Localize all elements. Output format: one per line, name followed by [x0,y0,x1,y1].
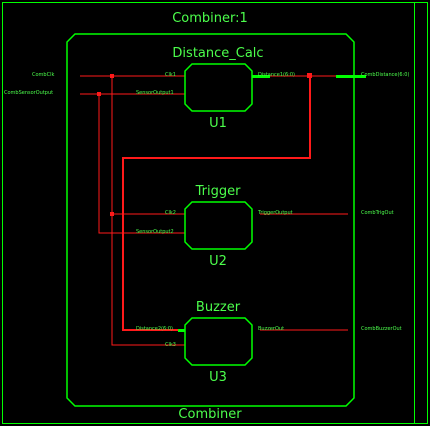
block-u1-pin-out: Distance1(6:0) [258,72,295,78]
block-u2[interactable] [184,201,253,250]
block-u2-pin-sensor: SensorOutput2 [136,229,174,235]
block-u1-pin-clk: Clk1 [165,72,176,78]
junction-distance [307,73,312,78]
port-comb-distance: CombDistance(6:0) [361,72,409,78]
port-comb-trig-out: CombTrigOut [361,210,394,216]
junction-clk [110,74,114,78]
top-title: Combiner:1 [172,11,248,26]
junction-clk-2 [110,212,114,216]
block-u2-name: Trigger [195,184,241,199]
bus-stub-top-out [336,75,366,78]
block-u3-pin-distance: Distance2(6:0) [136,326,173,332]
block-u2-pin-out: TriggerOutput [257,210,293,216]
junction-sensor [97,92,101,96]
wire-clk-to-u3[interactable] [111,214,185,346]
block-u3-pin-out: BuzzerOut [258,326,284,332]
wire-distance-bus[interactable] [122,76,311,331]
block-u3[interactable] [184,317,253,366]
wire-sensor-to-u2[interactable] [98,94,185,234]
block-u1-name: Distance_Calc [172,46,263,61]
block-u3-instance: U3 [209,370,227,385]
block-u2-instance: U2 [209,254,227,269]
port-comb-buzzer-out: CombBuzzerOut [361,326,402,332]
port-comb-clk: CombClk [32,72,54,78]
block-u3-name: Buzzer [196,300,241,315]
bottom-title: Combiner [178,407,242,422]
combiner-container[interactable] [66,33,355,407]
block-u1[interactable] [184,63,253,112]
port-comb-sensor-output: CombSensorOutput [4,90,53,96]
block-u1-pin-sensor: SensorOutput1 [136,90,174,96]
block-u2-pin-clk: Clk2 [165,210,176,216]
block-u1-instance: U1 [209,116,227,131]
block-u3-pin-clk: Clk3 [165,342,176,348]
